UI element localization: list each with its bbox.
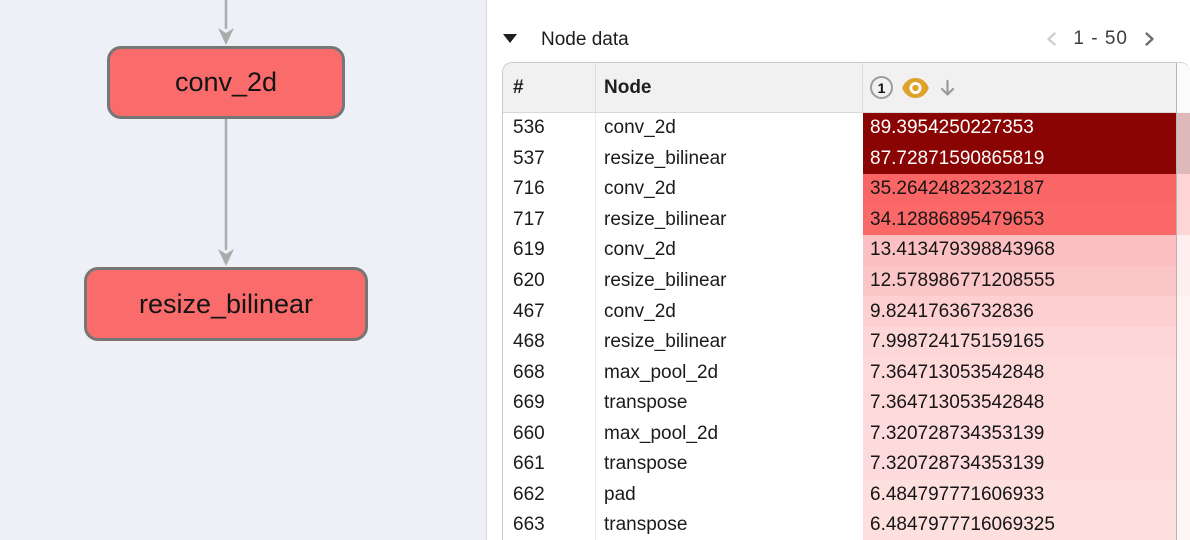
row-value-cell: 7.998724175159165 — [863, 326, 1190, 358]
row-node-name: resize_bilinear — [604, 270, 727, 291]
row-value-cell: 13.413479398843968 — [863, 235, 1190, 266]
row-index: 663 — [503, 510, 596, 540]
row-node-name: resize_bilinear — [604, 331, 727, 353]
table-row[interactable]: 662 pad 6.484797771606933 — [503, 479, 1190, 511]
row-value-cell: 6.484797771606933 — [863, 479, 1190, 511]
column-header-node[interactable]: Node — [596, 63, 863, 112]
row-node-name: transpose — [604, 514, 688, 536]
row-index: 619 — [503, 235, 596, 266]
table-row[interactable]: 669 transpose 7.364713053542848 — [503, 387, 1190, 419]
row-node-name: conv_2d — [604, 117, 676, 139]
graph-node-conv-2d[interactable]: conv_2d — [107, 46, 345, 119]
row-value-cell: 7.364713053542848 — [863, 387, 1190, 419]
row-value-cell: 7.364713053542848 — [863, 357, 1190, 388]
table-row[interactable]: 537 resize_bilinear 87.72871590865819 — [503, 143, 1190, 175]
collapse-section-button[interactable] — [503, 34, 519, 46]
table-row[interactable]: 620 resize_bilinear 12.578986771208555 — [503, 265, 1190, 297]
prev-page-icon[interactable] — [1043, 30, 1061, 48]
column-header-value: 1 — [863, 63, 1190, 112]
row-value-cell: 89.3954250227353 — [863, 113, 1190, 144]
row-node-name: transpose — [604, 392, 688, 414]
row-index: 660 — [503, 418, 596, 450]
page-range-label: 1 - 50 — [1073, 28, 1128, 49]
row-value-cell: 34.12886895479653 — [863, 204, 1190, 236]
row-value-cell: 87.72871590865819 — [863, 143, 1190, 175]
row-value-cell: 12.578986771208555 — [863, 265, 1190, 297]
row-index: 537 — [503, 143, 596, 175]
table-row[interactable]: 663 transpose 6.4847977716069325 — [503, 510, 1190, 540]
table-row[interactable]: 717 resize_bilinear 34.12886895479653 — [503, 204, 1190, 236]
graph-node-resize-bilinear[interactable]: resize_bilinear — [84, 267, 368, 341]
row-index: 620 — [503, 265, 596, 297]
next-page-icon[interactable] — [1140, 30, 1158, 48]
table-body: 536 conv_2d 89.3954250227353 537 resize_… — [503, 113, 1190, 540]
row-index: 467 — [503, 296, 596, 327]
row-node-name: pad — [604, 483, 636, 505]
triangle-down-icon — [503, 34, 517, 43]
value-column-badge[interactable]: 1 — [870, 76, 893, 99]
graph-edges — [218, 0, 234, 266]
table-header-row: # Node 1 — [503, 63, 1190, 113]
row-value-cell: 7.320728734353139 — [863, 418, 1190, 450]
row-value-cell: 6.4847977716069325 — [863, 510, 1190, 540]
arrowhead-icon — [218, 249, 234, 266]
row-value-cell: 9.82417636732836 — [863, 296, 1190, 327]
table-row[interactable]: 668 max_pool_2d 7.364713053542848 — [503, 357, 1190, 388]
table-row[interactable]: 661 transpose 7.320728734353139 — [503, 449, 1190, 480]
row-node-name: max_pool_2d — [604, 361, 719, 383]
row-node-name: conv_2d — [604, 239, 676, 261]
node-label: conv_2d — [174, 67, 278, 97]
column-header-index[interactable]: # — [503, 63, 596, 112]
panel-title: Node data — [541, 29, 629, 50]
row-index: 661 — [503, 449, 596, 480]
row-index: 716 — [503, 174, 596, 205]
table-row[interactable]: 619 conv_2d 13.413479398843968 — [503, 235, 1190, 266]
row-node-name: resize_bilinear — [604, 208, 727, 230]
row-node-name: transpose — [604, 453, 688, 475]
node-label: resize_bilinear — [138, 288, 314, 319]
table-row[interactable]: 716 conv_2d 35.26424823232187 — [503, 174, 1190, 205]
row-index: 717 — [503, 204, 596, 236]
row-index: 662 — [503, 479, 596, 511]
row-index: 468 — [503, 326, 596, 358]
node-data-header: Node data 1 - 50 — [487, 0, 1190, 62]
node-data-table: # Node 1 536 — [502, 62, 1190, 540]
row-index: 536 — [503, 113, 596, 144]
table-scrollbar[interactable] — [1176, 63, 1190, 540]
pagination: 1 - 50 — [1043, 28, 1158, 50]
graph-canvas[interactable]: conv_2d resize_bilinear — [0, 0, 487, 540]
table-row[interactable]: 536 conv_2d 89.3954250227353 — [503, 113, 1190, 144]
row-index: 669 — [503, 387, 596, 419]
table-row[interactable]: 468 resize_bilinear 7.998724175159165 — [503, 326, 1190, 358]
row-value-cell: 35.26424823232187 — [863, 174, 1190, 205]
row-index: 668 — [503, 357, 596, 388]
row-node-name: max_pool_2d — [604, 422, 719, 444]
table-row[interactable]: 660 max_pool_2d 7.320728734353139 — [503, 418, 1190, 450]
node-data-panel: Node data 1 - 50 # Node 1 — [487, 0, 1190, 540]
row-value-cell: 7.320728734353139 — [863, 449, 1190, 480]
sort-descending-icon[interactable] — [938, 78, 957, 98]
row-node-name: conv_2d — [604, 178, 676, 200]
arrowhead-icon — [218, 28, 234, 45]
row-node-name: resize_bilinear — [604, 147, 727, 169]
row-node-name: conv_2d — [604, 300, 676, 322]
visibility-eye-icon[interactable] — [902, 77, 929, 98]
table-row[interactable]: 467 conv_2d 9.82417636732836 — [503, 296, 1190, 327]
